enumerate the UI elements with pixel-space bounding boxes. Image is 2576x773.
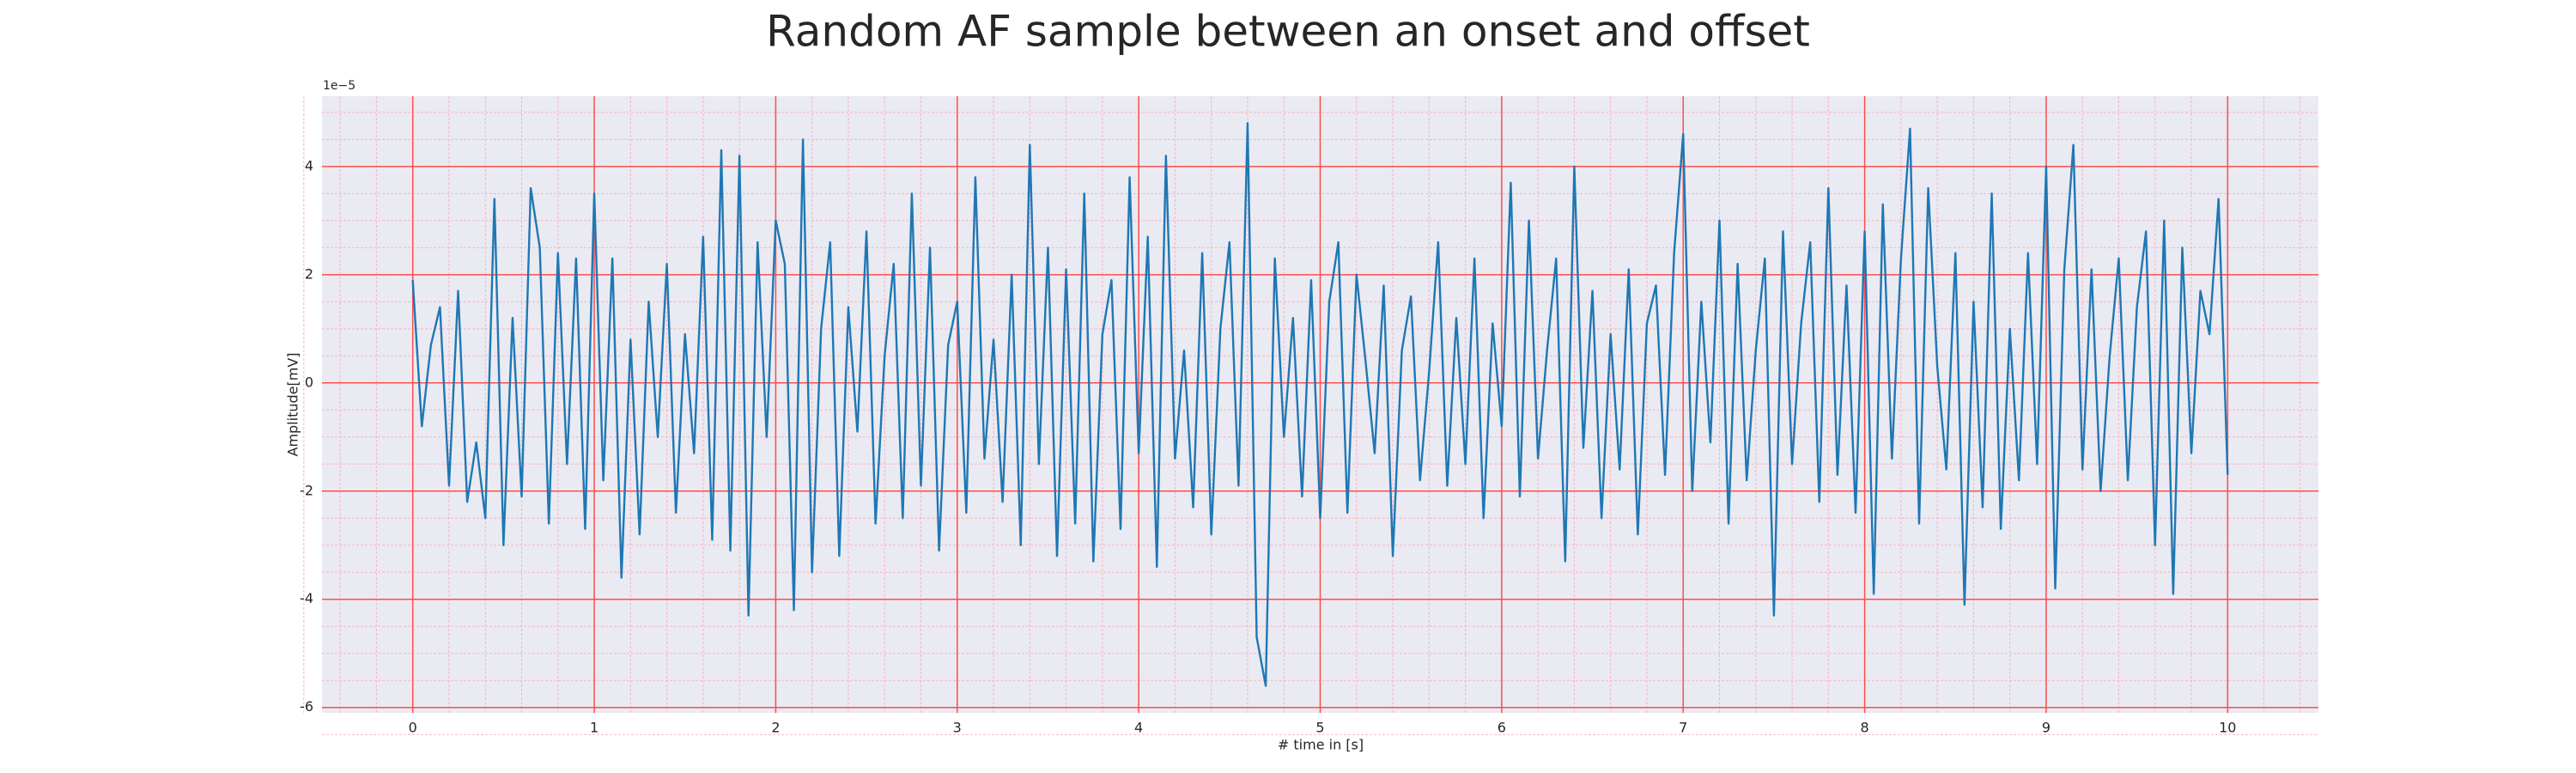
x-tick-label: 5 [1315,720,1324,736]
chart-title: Random AF sample between an onset and of… [766,7,1810,57]
x-tick-label: 2 [771,720,780,736]
signal-line [411,122,2229,687]
x-tick-label: 7 [1679,720,1687,736]
y-tick-label: -2 [300,482,313,498]
plot-area [303,96,2318,735]
x-axis-label: # time in [s] [1278,737,1364,753]
y-tick-label: 2 [305,265,313,282]
x-tick-label: 9 [2042,720,2050,736]
x-tick-label: 8 [1860,720,1868,736]
y-tick-label: -4 [300,590,313,606]
y-axis-label: Amplitude[mV] [285,352,301,456]
x-tick-label: 3 [953,720,962,736]
x-tick-label: 4 [1134,720,1143,736]
x-tick-label: 0 [409,720,417,736]
y-tick-label: -6 [300,698,313,715]
y-offset-label: 1e−5 [323,79,355,93]
y-tick-label: 0 [305,374,313,390]
y-tick-label: 4 [305,157,313,173]
x-tick-label: 6 [1498,720,1506,736]
x-tick-label: 1 [590,720,598,736]
x-tick-label: 10 [2219,720,2236,736]
